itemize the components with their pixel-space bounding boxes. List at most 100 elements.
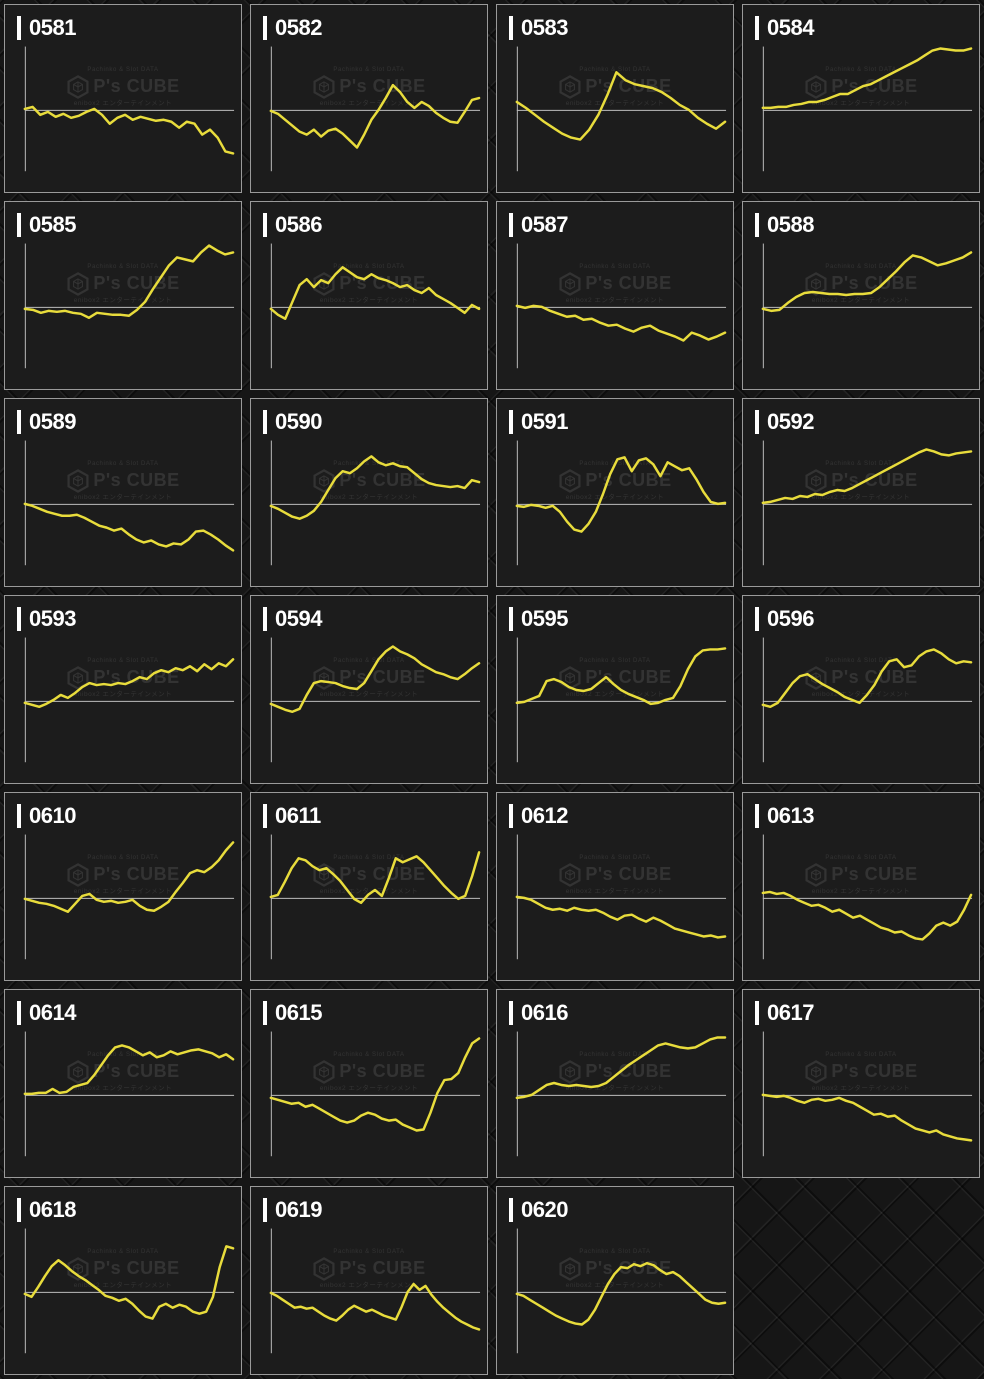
chart-plot — [515, 243, 727, 369]
chart-id: 0583 — [521, 15, 568, 40]
chart-cell[interactable]: Pachinko & Slot DATA P's CUBE enibox2 エンター… — [742, 989, 980, 1178]
chart-cell[interactable]: Pachinko & Slot DATA P's CUBE enibox2 エンター… — [742, 201, 980, 390]
chart-plot — [515, 834, 727, 960]
label-accent-bar — [755, 1001, 759, 1025]
chart-id: 0589 — [29, 409, 76, 434]
chart-plot — [761, 46, 973, 172]
chart-cell[interactable]: Pachinko & Slot DATA P's CUBE enibox2 エンター… — [496, 595, 734, 784]
chart-id-label: 0587 — [509, 212, 568, 238]
chart-cell[interactable]: Pachinko & Slot DATA P's CUBE enibox2 エンター… — [250, 201, 488, 390]
chart-cell[interactable]: Pachinko & Slot DATA P's CUBE enibox2 エンター… — [250, 1186, 488, 1375]
chart-id-label: 0593 — [17, 606, 76, 632]
series-line — [515, 1036, 727, 1100]
label-accent-bar — [17, 1198, 21, 1222]
series-line — [269, 455, 481, 520]
chart-cell[interactable]: Pachinko & Slot DATA P's CUBE enibox2 エンター… — [4, 4, 242, 193]
chart-plot — [269, 1031, 481, 1157]
chart-cell[interactable]: Pachinko & Slot DATA P's CUBE enibox2 エンター… — [250, 595, 488, 784]
chart-cell[interactable]: Pachinko & Slot DATA P's CUBE enibox2 エンター… — [250, 4, 488, 193]
series-line — [761, 890, 973, 941]
series-line — [761, 251, 973, 313]
series-line — [23, 1044, 235, 1096]
chart-cell[interactable]: Pachinko & Slot DATA P's CUBE enibox2 エンター… — [250, 792, 488, 981]
chart-cell[interactable]: Pachinko & Slot DATA P's CUBE enibox2 エンター… — [742, 595, 980, 784]
chart-id: 0618 — [29, 1197, 76, 1222]
series-line — [761, 1093, 973, 1142]
label-accent-bar — [509, 804, 513, 828]
series-line — [269, 1282, 481, 1331]
chart-plot — [23, 46, 235, 172]
series-line — [515, 647, 727, 706]
chart-cell[interactable]: Pachinko & Slot DATA P's CUBE enibox2 エンター… — [4, 792, 242, 981]
chart-cell[interactable]: Pachinko & Slot DATA P's CUBE enibox2 エンター… — [250, 989, 488, 1178]
chart-cell[interactable]: Pachinko & Slot DATA P's CUBE enibox2 エンター… — [742, 398, 980, 587]
chart-id-label: 0615 — [263, 1000, 322, 1026]
chart-id: 0588 — [767, 212, 814, 237]
chart-plot — [269, 1228, 481, 1354]
chart-id-label: 0610 — [17, 803, 76, 829]
chart-plot — [515, 1228, 727, 1354]
chart-plot — [269, 637, 481, 763]
chart-id: 0584 — [767, 15, 814, 40]
chart-plot — [23, 1228, 235, 1354]
chart-id-label: 0583 — [509, 15, 568, 41]
chart-cell[interactable]: Pachinko & Slot DATA P's CUBE enibox2 エンター… — [742, 4, 980, 193]
chart-id: 0582 — [275, 15, 322, 40]
chart-cell[interactable]: Pachinko & Slot DATA P's CUBE enibox2 エンター… — [4, 201, 242, 390]
chart-cell[interactable]: Pachinko & Slot DATA P's CUBE enibox2 エンター… — [496, 792, 734, 981]
chart-id: 0593 — [29, 606, 76, 631]
series-line — [515, 456, 727, 533]
chart-id-label: 0616 — [509, 1000, 568, 1026]
chart-id: 0614 — [29, 1000, 76, 1025]
label-accent-bar — [755, 16, 759, 40]
chart-id: 0594 — [275, 606, 322, 631]
series-line — [269, 851, 481, 905]
chart-cell[interactable]: Pachinko & Slot DATA P's CUBE enibox2 エンター… — [4, 398, 242, 587]
label-accent-bar — [17, 16, 21, 40]
chart-id: 0611 — [275, 803, 321, 828]
chart-id-label: 0586 — [263, 212, 322, 238]
chart-plot — [269, 834, 481, 960]
chart-id: 0592 — [767, 409, 814, 434]
chart-id-label: 0594 — [263, 606, 322, 632]
chart-plot — [761, 243, 973, 369]
label-accent-bar — [263, 213, 267, 237]
chart-id-label: 0619 — [263, 1197, 322, 1223]
chart-cell[interactable]: Pachinko & Slot DATA P's CUBE enibox2 エンター… — [496, 398, 734, 587]
chart-id: 0587 — [521, 212, 568, 237]
series-line — [515, 304, 727, 342]
label-accent-bar — [509, 607, 513, 631]
chart-id-label: 0585 — [17, 212, 76, 238]
chart-cell[interactable]: Pachinko & Slot DATA P's CUBE enibox2 エンター… — [4, 1186, 242, 1375]
label-accent-bar — [17, 410, 21, 434]
series-line — [23, 105, 235, 155]
chart-cell[interactable]: Pachinko & Slot DATA P's CUBE enibox2 エンター… — [250, 398, 488, 587]
chart-id-label: 0584 — [755, 15, 814, 41]
chart-cell[interactable]: Pachinko & Slot DATA P's CUBE enibox2 エンター… — [4, 595, 242, 784]
chart-id: 0617 — [767, 1000, 814, 1025]
chart-plot — [761, 637, 973, 763]
chart-cell[interactable]: Pachinko & Slot DATA P's CUBE enibox2 エンター… — [496, 201, 734, 390]
chart-id-label: 0588 — [755, 212, 814, 238]
chart-id: 0615 — [275, 1000, 322, 1025]
chart-cell[interactable]: Pachinko & Slot DATA P's CUBE enibox2 エンター… — [4, 989, 242, 1178]
label-accent-bar — [263, 1001, 267, 1025]
chart-cell[interactable]: Pachinko & Slot DATA P's CUBE enibox2 エンター… — [742, 792, 980, 981]
chart-id-label: 0581 — [17, 15, 76, 41]
chart-id: 0591 — [521, 409, 568, 434]
label-accent-bar — [755, 607, 759, 631]
label-accent-bar — [17, 213, 21, 237]
label-accent-bar — [263, 607, 267, 631]
chart-cell[interactable]: Pachinko & Slot DATA P's CUBE enibox2 エンター… — [496, 989, 734, 1178]
chart-plot — [761, 834, 973, 960]
chart-cell[interactable]: Pachinko & Slot DATA P's CUBE enibox2 エンター… — [496, 1186, 734, 1375]
chart-plot — [23, 834, 235, 960]
chart-id-label: 0620 — [509, 1197, 568, 1223]
chart-cell[interactable]: Pachinko & Slot DATA P's CUBE enibox2 エンター… — [496, 4, 734, 193]
series-line — [269, 645, 481, 713]
chart-id-label: 0582 — [263, 15, 322, 41]
chart-plot — [23, 1031, 235, 1157]
chart-id: 0586 — [275, 212, 322, 237]
chart-id: 0590 — [275, 409, 322, 434]
label-accent-bar — [509, 16, 513, 40]
